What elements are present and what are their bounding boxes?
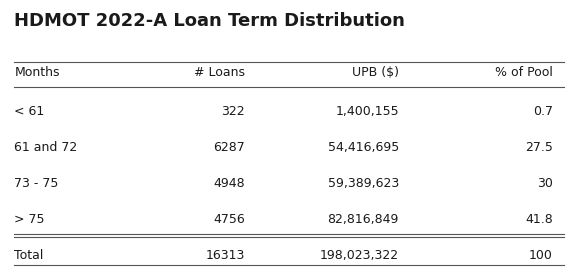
- Text: 100: 100: [529, 249, 553, 262]
- Text: 61 and 72: 61 and 72: [14, 141, 78, 154]
- Text: 198,023,322: 198,023,322: [320, 249, 399, 262]
- Text: Total: Total: [14, 249, 44, 262]
- Text: # Loans: # Loans: [194, 66, 245, 79]
- Text: 82,816,849: 82,816,849: [328, 213, 399, 226]
- Text: > 75: > 75: [14, 213, 45, 226]
- Text: 73 - 75: 73 - 75: [14, 177, 59, 190]
- Text: 27.5: 27.5: [525, 141, 553, 154]
- Text: Months: Months: [14, 66, 60, 79]
- Text: 59,389,623: 59,389,623: [328, 177, 399, 190]
- Text: 41.8: 41.8: [525, 213, 553, 226]
- Text: 6287: 6287: [213, 141, 245, 154]
- Text: 4756: 4756: [213, 213, 245, 226]
- Text: < 61: < 61: [14, 105, 44, 118]
- Text: 322: 322: [222, 105, 245, 118]
- Text: 4948: 4948: [214, 177, 245, 190]
- Text: UPB ($): UPB ($): [352, 66, 399, 79]
- Text: 1,400,155: 1,400,155: [335, 105, 399, 118]
- Text: 0.7: 0.7: [533, 105, 553, 118]
- Text: 30: 30: [537, 177, 553, 190]
- Text: % of Pool: % of Pool: [495, 66, 553, 79]
- Text: 16313: 16313: [206, 249, 245, 262]
- Text: 54,416,695: 54,416,695: [328, 141, 399, 154]
- Text: HDMOT 2022-A Loan Term Distribution: HDMOT 2022-A Loan Term Distribution: [14, 12, 405, 30]
